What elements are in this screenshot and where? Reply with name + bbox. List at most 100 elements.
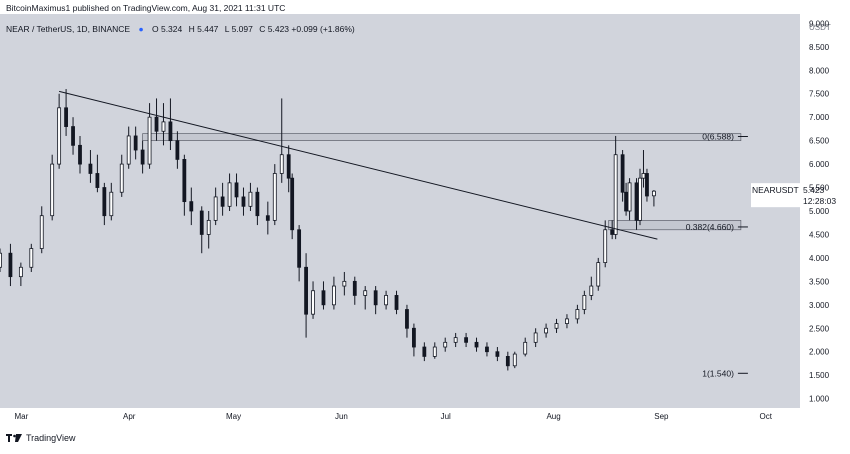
candle-2021-06-09 xyxy=(363,286,368,310)
candle-2021-04-20 xyxy=(189,187,194,226)
x-tick-label: Mar xyxy=(15,412,29,421)
candle-2021-05-03 xyxy=(234,173,239,207)
candle-2021-05-31 xyxy=(332,276,336,310)
candle-2021-05-12 xyxy=(265,201,270,235)
y-tick-label: 9.000 xyxy=(809,19,830,28)
resistance-zone-1 xyxy=(608,220,742,231)
y-tick-label: 4.500 xyxy=(809,230,830,239)
candle-2021-05-21 xyxy=(297,225,302,282)
x-tick-label: Oct xyxy=(760,412,773,421)
y-tick-label: 4.000 xyxy=(809,254,830,263)
candle-2021-07-14 xyxy=(485,342,489,357)
candle-2021-04-02 xyxy=(126,126,131,169)
candle-2021-03-28 xyxy=(109,182,114,221)
x-tick-label: Aug xyxy=(546,412,560,421)
y-tick-label: 8.000 xyxy=(809,66,830,75)
high-value: 5.447 xyxy=(197,24,219,34)
candle-2021-08-03 xyxy=(554,318,559,333)
candle-2021-07-11 xyxy=(474,337,479,352)
candle-2021-05-07 xyxy=(248,182,253,211)
candle-2021-08-31 xyxy=(652,190,656,207)
tradingview-brand[interactable]: TradingView xyxy=(26,433,76,443)
fib-layer: 0(6.588) 0.382(4.660) 1(1.540) xyxy=(686,132,748,378)
x-tick-label: Sep xyxy=(654,412,669,421)
candle-2021-04-25 xyxy=(206,211,211,249)
candle-2021-07-02 xyxy=(443,337,448,352)
y-tick-label: 7.500 xyxy=(809,90,830,99)
open-value: 5.324 xyxy=(161,24,183,34)
candle-2021-08-20 xyxy=(613,135,618,240)
candle-2021-08-09 xyxy=(575,304,580,324)
x-tick-label: Apr xyxy=(123,412,136,421)
candle-2021-08-23 xyxy=(624,182,628,216)
candle-2021-06-18 xyxy=(394,290,399,315)
candle-2021-08-06 xyxy=(565,314,569,329)
candle-2021-03-11 xyxy=(50,154,55,221)
price-tag-countdown: 12:28:03 xyxy=(803,196,836,206)
y-tick-label: 5.500 xyxy=(809,184,830,193)
candle-2021-07-08 xyxy=(464,332,468,348)
candle-2021-08-29 xyxy=(645,168,649,202)
y-tick-label: 5.000 xyxy=(809,207,830,216)
candle-2021-03-08 xyxy=(39,206,44,254)
candle-2021-04-10 xyxy=(154,98,159,141)
fib-level-label-0: 0(6.588) xyxy=(702,132,734,142)
candle-2021-07-28 xyxy=(533,328,538,348)
candle-2021-03-24 xyxy=(95,154,100,193)
close-value: 5.423 +0.099 (+1.86%) xyxy=(268,24,355,34)
price-tag-symbol: NEARUSDT xyxy=(752,185,799,195)
fib-level-label-1: 0.382(4.660) xyxy=(686,222,734,232)
close-label: C xyxy=(259,24,265,34)
candle-2021-06-26 xyxy=(422,342,427,362)
y-tick-label: 6.500 xyxy=(809,137,830,146)
candle-2021-04-27 xyxy=(213,187,218,226)
y-tick-label: 2.000 xyxy=(809,348,830,357)
fib-level-label-2: 1(1.540) xyxy=(702,368,734,378)
trendline-layer xyxy=(59,90,658,240)
candle-2021-06-21 xyxy=(405,304,409,338)
candle-2021-05-16 xyxy=(279,98,284,183)
resistance-zone-0 xyxy=(142,133,742,141)
candle-2021-04-29 xyxy=(220,182,225,216)
candle-2021-04-04 xyxy=(133,126,138,160)
candle-2021-04-16 xyxy=(175,131,180,169)
ohlc-legend: NEAR / TetherUS, 1D, BINANCE ● O 5.324 H… xyxy=(6,24,355,34)
candle-2021-03-02 xyxy=(18,262,23,287)
candle-2021-03-15 xyxy=(64,89,68,136)
high-label: H xyxy=(189,24,195,34)
candle-2021-04-14 xyxy=(168,98,173,151)
x-tick-label: Jun xyxy=(335,412,348,421)
candle-2021-08-11 xyxy=(582,290,587,315)
candle-2021-02-27 xyxy=(8,243,13,287)
candle-2021-07-22 xyxy=(512,351,517,369)
candle-2021-08-26 xyxy=(634,178,639,230)
candle-2021-07-25 xyxy=(523,337,528,357)
candle-2021-08-15 xyxy=(596,257,601,291)
y-tick-label: 8.500 xyxy=(809,43,830,52)
candle-2021-08-19 xyxy=(610,220,615,240)
candle-2021-06-06 xyxy=(352,276,357,305)
descending-resistance-line[interactable] xyxy=(59,90,658,240)
candle-2021-05-14 xyxy=(272,164,277,226)
published-line: BitcoinMaximus1 published on TradingView… xyxy=(6,3,285,13)
candle-2021-05-05 xyxy=(241,187,246,216)
candle-2021-08-17 xyxy=(603,220,608,268)
candle-2021-05-23 xyxy=(304,253,308,338)
symbol-dot: ● xyxy=(138,24,143,34)
y-tick-label: 2.500 xyxy=(809,324,830,333)
candle-2021-05-25 xyxy=(311,281,315,319)
plot-area[interactable] xyxy=(0,14,800,408)
zones-layer xyxy=(142,133,742,231)
candle-2021-06-23 xyxy=(412,323,416,357)
y-tick-label: 3.000 xyxy=(809,301,830,310)
candle-2021-07-05 xyxy=(453,332,458,348)
price-tag-price: 5.423 xyxy=(803,185,825,195)
candle-2021-08-24 xyxy=(627,178,632,221)
candle-2021-04-23 xyxy=(199,206,204,254)
candle-2021-06-12 xyxy=(373,286,378,315)
price-tag: NEARUSDT 5.423 12:28:03 xyxy=(751,183,836,208)
x-axis[interactable]: Mar Apr May Jun Jul Aug Sep Oct xyxy=(15,412,773,421)
